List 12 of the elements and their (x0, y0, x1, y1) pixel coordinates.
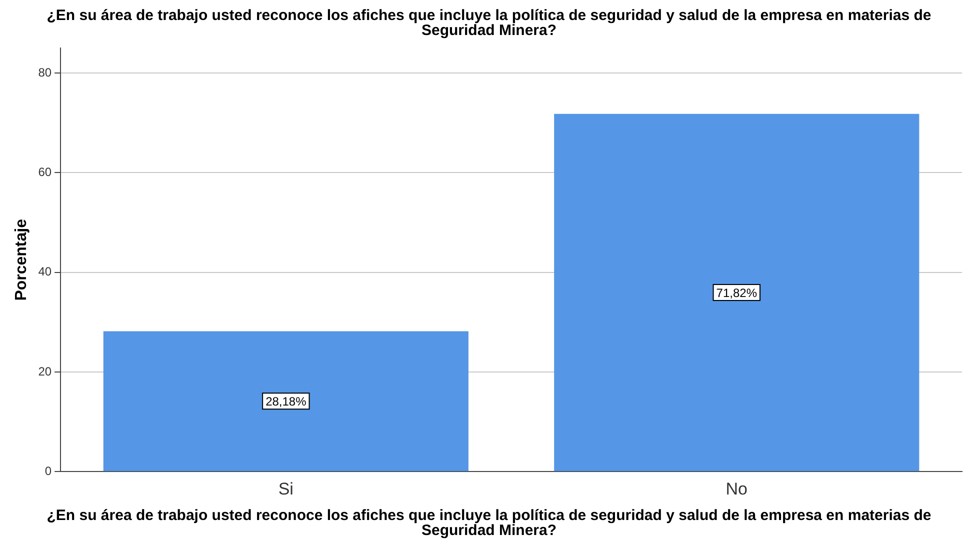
data-label: 28,18% (266, 394, 307, 408)
chart-title: ¿En su área de trabajo usted reconoce los afiches que incluye la política de seguridad y salud de la empresa en materias de Seguridad Minera? (46, 7, 932, 39)
data-label: 71,82% (716, 286, 758, 300)
x-axis-title: ¿En su área de trabajo usted reconoce los afiches que incluye la política de seguridad y salud de la empresa en materias de Seguridad Minera? (46, 507, 932, 539)
x-tick-label: No (726, 479, 748, 498)
x-tick-label: Si (278, 479, 294, 498)
y-tick-label: 60 (38, 165, 52, 180)
y-tick-label: 0 (44, 464, 52, 478)
y-tick-label: 40 (38, 264, 52, 279)
y-axis-title: Porcentaje (13, 218, 30, 301)
y-tick-label: 80 (38, 65, 52, 80)
y-tick-label: 20 (38, 364, 52, 378)
